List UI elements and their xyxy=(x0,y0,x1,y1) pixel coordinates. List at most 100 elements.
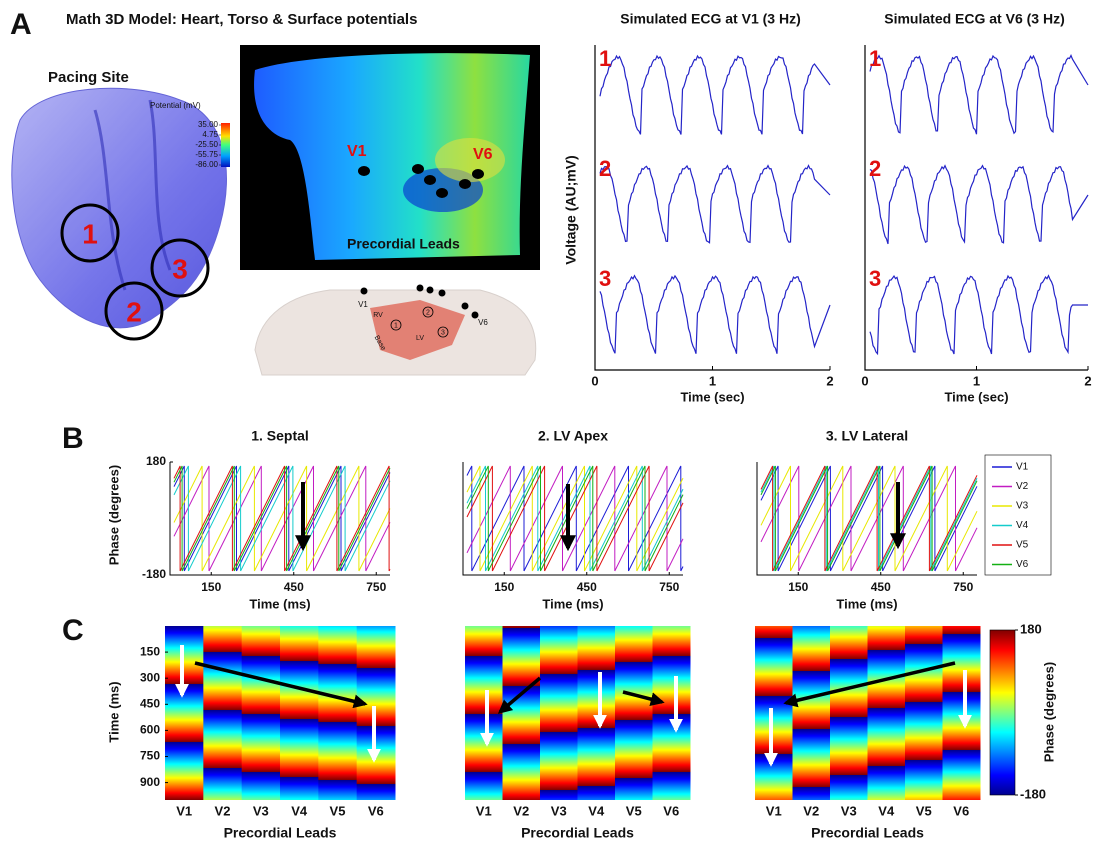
ecg-trace xyxy=(599,164,831,244)
x-tick-label: V3 xyxy=(551,803,567,818)
heatmap-column xyxy=(755,626,793,800)
colorbar-title: Potential (mV) xyxy=(150,101,201,110)
heatmap-column xyxy=(465,626,503,800)
schematic-site-circles xyxy=(390,306,449,338)
axes xyxy=(756,462,977,576)
row-label: 3 xyxy=(599,266,611,291)
black-arrow xyxy=(497,676,542,714)
heatmap-column xyxy=(356,626,396,800)
heatmap-column xyxy=(830,626,868,800)
x-axis-label: Time (sec) xyxy=(944,389,1008,404)
y-tick-label: 600 xyxy=(140,723,160,737)
colorbar-tick-label: -86.00 xyxy=(195,160,218,169)
phase-trace xyxy=(466,465,684,572)
x-tick-label: 150 xyxy=(201,580,221,594)
site-label: 3 xyxy=(172,253,188,284)
x-tick-label: V4 xyxy=(291,803,308,818)
x-tick-label: 150 xyxy=(494,580,514,594)
x-tick-label: 1 xyxy=(709,373,716,388)
heatmap-column xyxy=(165,626,204,800)
x-axis-label: Time (ms) xyxy=(836,596,897,611)
panel-label: A xyxy=(10,8,32,41)
schematic-label: V1 xyxy=(358,300,368,309)
phase-colorbar xyxy=(989,629,1016,796)
x-tick-label: 150 xyxy=(788,580,808,594)
x-axis-label: Precordial Leads xyxy=(224,825,337,841)
schematic-heart xyxy=(370,300,465,360)
ecg-trace xyxy=(869,54,1089,135)
schematic-site: 2 xyxy=(426,309,430,316)
x-axis-label: Time (ms) xyxy=(249,596,310,611)
x-tick-label: 750 xyxy=(953,580,973,594)
y-axis-label: Time (ms) xyxy=(106,681,121,742)
y-axis-label: Phase (degrees) xyxy=(106,465,121,565)
x-tick-label: V4 xyxy=(878,803,895,818)
phase-trace xyxy=(760,465,978,572)
y-axis-label: Voltage (AU;mV) xyxy=(563,155,579,264)
x-tick-label: 450 xyxy=(284,580,304,594)
ecg-trace xyxy=(869,274,1088,356)
heatmap-column xyxy=(905,626,943,800)
y-tick-label: 450 xyxy=(140,696,160,710)
x-axis-label: Time (ms) xyxy=(542,596,603,611)
colorbar-tick-label: 35.00 xyxy=(198,120,219,129)
colorbar-tick-label: 4.75 xyxy=(202,130,218,139)
x-tick-label: 450 xyxy=(871,580,891,594)
x-tick-label: 1 xyxy=(973,373,980,388)
y-tick-label: 900 xyxy=(140,775,160,789)
phase-trace xyxy=(760,465,978,572)
heart-model xyxy=(11,87,227,329)
site-circle xyxy=(104,281,164,341)
torso-shading xyxy=(435,138,505,182)
phase-trace xyxy=(466,465,684,572)
legend-label: V4 xyxy=(1016,520,1029,531)
colorbar-tick-label: 180 xyxy=(1020,621,1042,636)
schematic-site: 3 xyxy=(441,329,445,336)
phase-trace xyxy=(173,465,391,572)
row-label: 2 xyxy=(869,156,881,181)
row-label: 2 xyxy=(599,156,611,181)
x-tick-label: V1 xyxy=(176,803,192,818)
x-tick-label: 450 xyxy=(577,580,597,594)
phase-trace xyxy=(173,465,391,572)
heatmap-column xyxy=(203,626,243,800)
heatmaps xyxy=(165,626,981,800)
y-tick-label: 750 xyxy=(140,749,160,763)
y-tick-label: 300 xyxy=(140,670,160,684)
ecg-trace xyxy=(599,54,831,135)
x-tick-label: V1 xyxy=(766,803,782,818)
phase-trace xyxy=(173,465,391,572)
site-circle xyxy=(60,203,120,263)
x-tick-label: 750 xyxy=(659,580,679,594)
phase-trace xyxy=(760,465,978,572)
x-axis-label: Time (sec) xyxy=(680,389,744,404)
panel-label: C xyxy=(62,614,84,647)
black-arrow xyxy=(194,661,368,709)
phase-trace xyxy=(173,465,391,572)
plot-title: 3. LV Lateral xyxy=(826,428,908,444)
x-tick-label: 2 xyxy=(1084,373,1091,388)
heatmap-column xyxy=(615,626,653,800)
heart-septum xyxy=(93,99,172,291)
legend-label: V5 xyxy=(1016,540,1029,551)
x-axis-label: Precordial Leads xyxy=(811,825,924,841)
heatmap-column xyxy=(280,626,319,800)
lead-label: V1 xyxy=(347,143,367,160)
phase-trace xyxy=(173,465,391,572)
heatmap-column xyxy=(942,626,981,800)
phase-trace xyxy=(466,465,684,572)
legend-label: V2 xyxy=(1016,481,1029,492)
phase-trace xyxy=(760,465,978,572)
axes xyxy=(462,462,683,576)
x-tick-label: V5 xyxy=(916,803,932,818)
ecg-trace xyxy=(599,274,831,354)
x-tick-label: V3 xyxy=(253,803,269,818)
schematic-label: RV xyxy=(373,312,383,319)
plot-title: 1. Septal xyxy=(251,428,309,444)
row-label: 1 xyxy=(599,46,611,71)
ecg-trace xyxy=(869,164,1089,245)
y-tick-label: 150 xyxy=(140,644,160,658)
phase-trace xyxy=(466,465,684,572)
title: Math 3D Model: Heart, Torso & Surface po… xyxy=(66,11,417,28)
